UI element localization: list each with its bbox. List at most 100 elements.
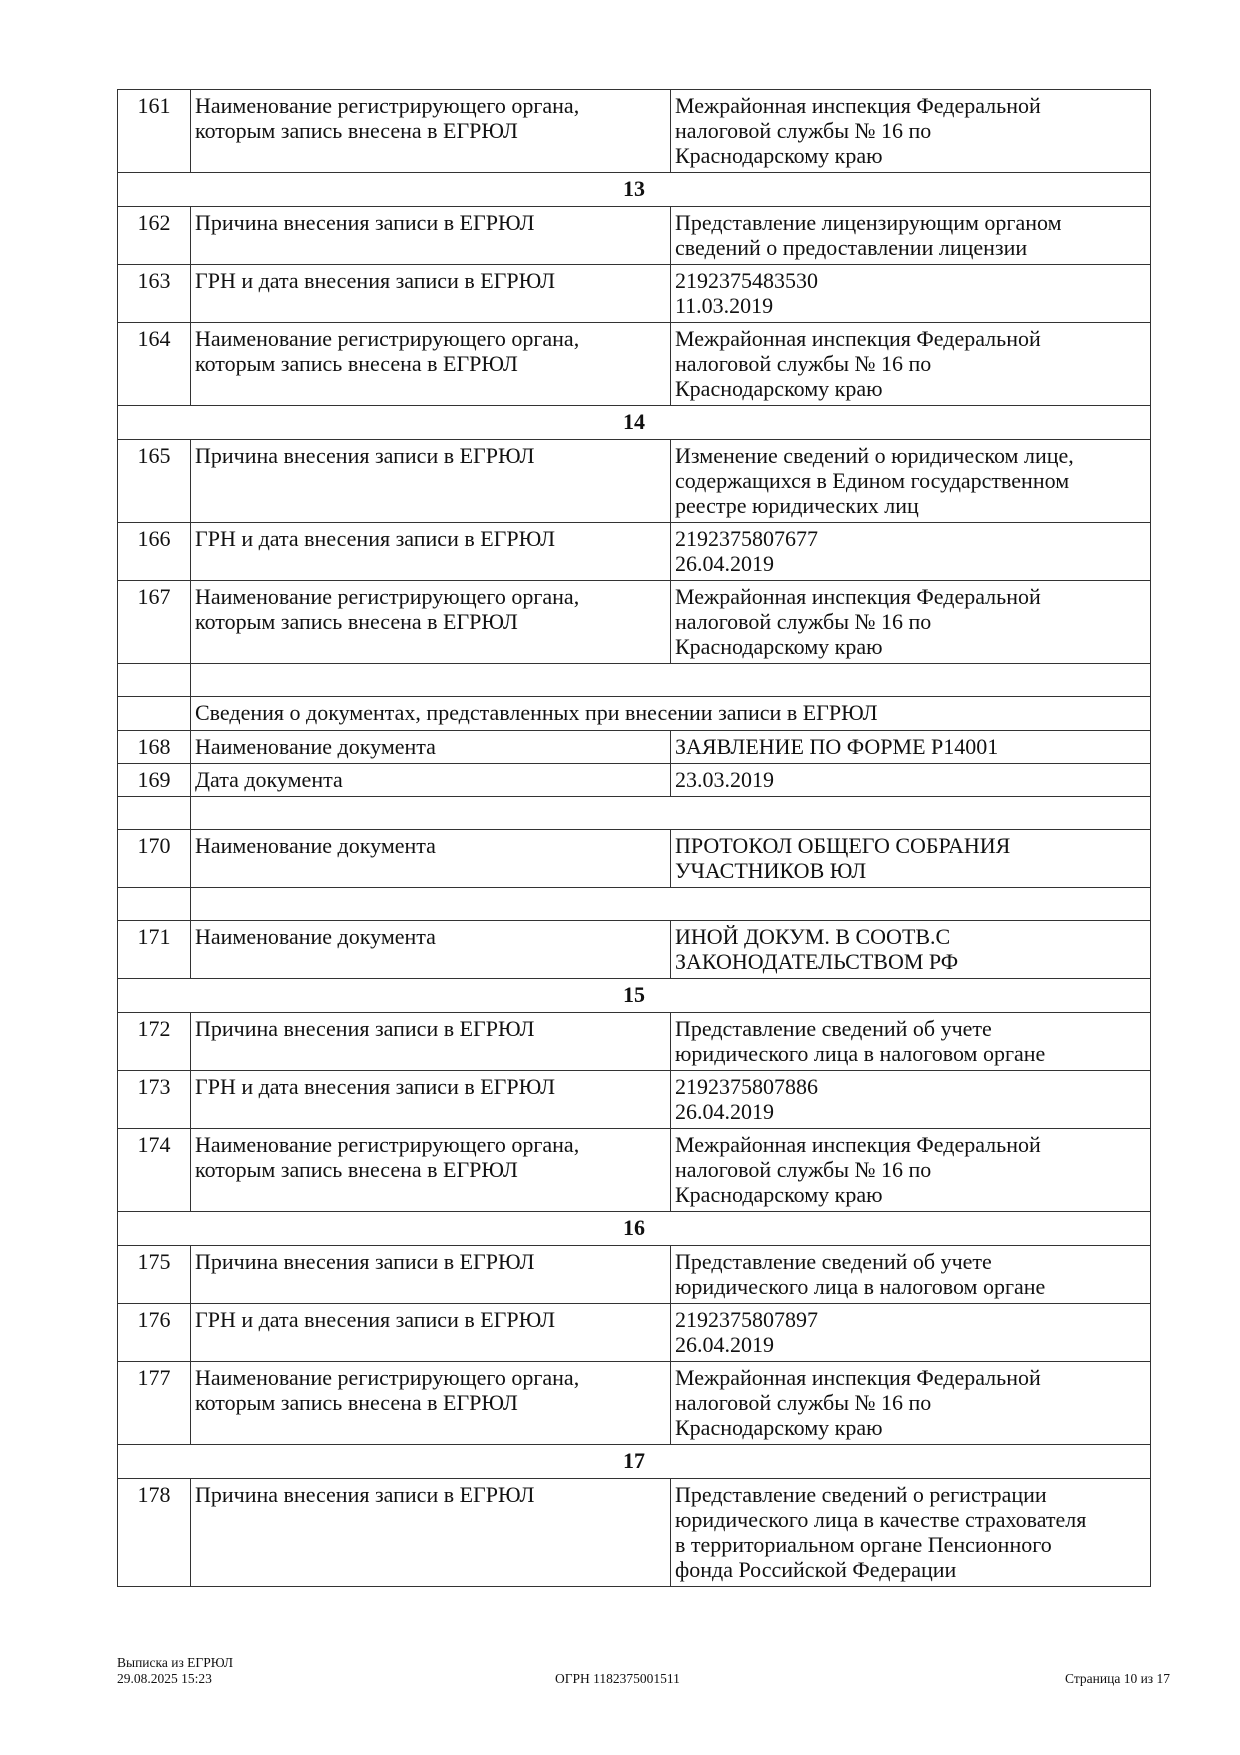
field-value-line: содержащихся в Едином государственном (675, 468, 1070, 493)
footer-ogrn: ОГРН 1182375001511 (555, 1671, 680, 1686)
field-label-line: Наименование документа (195, 734, 436, 759)
field-value: Межрайонная инспекция Федеральной налогов… (670, 89, 1151, 173)
field-value: 2192375807677 26.04.2019 (670, 522, 1151, 581)
table-blank-row (117, 887, 1151, 921)
field-label-line: ГРН и дата внесения записи в ЕГРЮЛ (195, 268, 556, 293)
field-value-line: юридического лица в налоговом органе (675, 1274, 1046, 1299)
row-number: 175 (117, 1245, 191, 1304)
field-value: Изменение сведений о юридическом лице, со… (670, 439, 1151, 523)
field-label: Наименование документа (190, 730, 671, 764)
row-number: 165 (117, 439, 191, 523)
blank-cell (190, 663, 1151, 697)
field-value: Представление лицензирующим органом сведе… (670, 206, 1151, 265)
field-value: Межрайонная инспекция Федеральной налогов… (670, 1361, 1151, 1445)
table-row: 170 Наименование документа ПРОТОКОЛ ОБЩЕГО… (117, 829, 1151, 888)
field-value-line: 2192375807886 (675, 1074, 818, 1099)
blank-cell (117, 663, 191, 697)
table-section-row: 15 (117, 978, 1151, 1013)
row-number: 164 (117, 322, 191, 406)
table-row: 169 Дата документа 23.03.2019 (117, 763, 1151, 797)
blank-cell (117, 796, 191, 830)
field-value-line: налоговой службы № 16 по (675, 1157, 932, 1182)
field-value-line: Представление лицензирующим органом (675, 210, 1062, 235)
field-value-line: налоговой службы № 16 по (675, 118, 932, 143)
field-value-line: Краснодарскому краю (675, 1415, 883, 1440)
row-number: 168 (117, 730, 191, 764)
row-number: 173 (117, 1070, 191, 1129)
table-row: 167 Наименование регистрирующего органа, к… (117, 580, 1151, 664)
field-value: Представление сведений об учете юридическ… (670, 1245, 1151, 1304)
row-number: 161 (117, 89, 191, 173)
field-label: Дата документа (190, 763, 671, 797)
row-number: 170 (117, 829, 191, 888)
field-value: Представление сведений о регистрации юрид… (670, 1478, 1151, 1587)
field-label: Причина внесения записи в ЕГРЮЛ (190, 1478, 671, 1587)
table-section-row: 16 (117, 1211, 1151, 1246)
field-label: Причина внесения записи в ЕГРЮЛ (190, 1245, 671, 1304)
field-value-line: ЗАЯВЛЕНИЕ ПО ФОРМЕ Р14001 (675, 734, 999, 759)
field-label-line: Причина внесения записи в ЕГРЮЛ (195, 1482, 535, 1507)
field-value-line: 26.04.2019 (675, 1099, 774, 1124)
table-section-row: 17 (117, 1444, 1151, 1479)
field-value-line: Представление сведений об учете (675, 1016, 992, 1041)
section-number: 15 (117, 978, 1151, 1013)
field-label-line: которым запись внесена в ЕГРЮЛ (195, 118, 518, 143)
field-label: Наименование регистрирующего органа, кото… (190, 322, 671, 406)
field-label-line: которым запись внесена в ЕГРЮЛ (195, 609, 518, 634)
field-label-line: которым запись внесена в ЕГРЮЛ (195, 351, 518, 376)
field-value-line: юридического лица в налоговом органе (675, 1041, 1046, 1066)
field-label: Наименование регистрирующего органа, кото… (190, 580, 671, 664)
field-value-line: Представление сведений о регистрации (675, 1482, 1047, 1507)
field-label: Наименование регистрирующего органа, кото… (190, 1361, 671, 1445)
footer-datetime: 29.08.2025 15:23 (117, 1671, 212, 1686)
field-label-line: Дата документа (195, 767, 343, 792)
field-label: Наименование документа (190, 920, 671, 979)
table-row: 163 ГРН и дата внесения записи в ЕГРЮЛ 219… (117, 264, 1151, 323)
row-number: 177 (117, 1361, 191, 1445)
field-value-line: ЗАКОНОДАТЕЛЬСТВОМ РФ (675, 949, 959, 974)
field-label-line: Причина внесения записи в ЕГРЮЛ (195, 443, 535, 468)
field-label: Причина внесения записи в ЕГРЮЛ (190, 1012, 671, 1071)
field-value-line: Межрайонная инспекция Федеральной (675, 1365, 1041, 1390)
field-value-line: 26.04.2019 (675, 1332, 774, 1357)
table-row: 165 Причина внесения записи в ЕГРЮЛ Измене… (117, 439, 1151, 523)
row-number: 176 (117, 1303, 191, 1362)
field-label-line: Наименование регистрирующего органа, (195, 1365, 580, 1390)
field-value-line: реестре юридических лиц (675, 493, 919, 518)
table-section-row: 14 (117, 405, 1151, 440)
field-value-line: 2192375483530 (675, 268, 818, 293)
field-value-line: 23.03.2019 (675, 767, 774, 792)
section-number: 14 (117, 405, 1151, 440)
footer-left: Выписка из ЕГРЮЛ 29.08.2025 15:23 (117, 1655, 233, 1687)
field-label-line: Наименование документа (195, 924, 436, 949)
blank-cell (117, 887, 191, 921)
table-row: 178 Причина внесения записи в ЕГРЮЛ Предст… (117, 1478, 1151, 1587)
row-number: 169 (117, 763, 191, 797)
footer-page-number: Страница 10 из 17 (1065, 1671, 1170, 1686)
field-value-line: Межрайонная инспекция Федеральной (675, 93, 1041, 118)
row-number: 167 (117, 580, 191, 664)
row-number: 174 (117, 1128, 191, 1212)
field-label-line: Наименование регистрирующего органа, (195, 93, 580, 118)
table-row: 161 Наименование регистрирующего органа, к… (117, 89, 1151, 173)
row-number: 162 (117, 206, 191, 265)
field-value-line: УЧАСТНИКОВ ЮЛ (675, 858, 867, 883)
table-row: 175 Причина внесения записи в ЕГРЮЛ Предст… (117, 1245, 1151, 1304)
field-label-line: которым запись внесена в ЕГРЮЛ (195, 1390, 518, 1415)
field-value: 2192375807886 26.04.2019 (670, 1070, 1151, 1129)
field-label: Наименование документа (190, 829, 671, 888)
field-label: Наименование регистрирующего органа, кото… (190, 1128, 671, 1212)
field-value-line: налоговой службы № 16 по (675, 351, 932, 376)
table-row: 173 ГРН и дата внесения записи в ЕГРЮЛ 219… (117, 1070, 1151, 1129)
field-label: Причина внесения записи в ЕГРЮЛ (190, 206, 671, 265)
table-row: 171 Наименование документа ИНОЙ ДОКУМ. В С… (117, 920, 1151, 979)
table-row: 166 ГРН и дата внесения записи в ЕГРЮЛ 219… (117, 522, 1151, 581)
table-row: 168 Наименование документа ЗАЯВЛЕНИЕ ПО ФО… (117, 730, 1151, 764)
section-number: 13 (117, 172, 1151, 207)
blank-cell (117, 696, 191, 731)
field-value: Межрайонная инспекция Федеральной налогов… (670, 1128, 1151, 1212)
field-value-line: ПРОТОКОЛ ОБЩЕГО СОБРАНИЯ (675, 833, 1011, 858)
field-value-line: Изменение сведений о юридическом лице, (675, 443, 1074, 468)
table-section-row: 13 (117, 172, 1151, 207)
field-value-line: в территориальном органе Пенсионного (675, 1532, 1052, 1557)
